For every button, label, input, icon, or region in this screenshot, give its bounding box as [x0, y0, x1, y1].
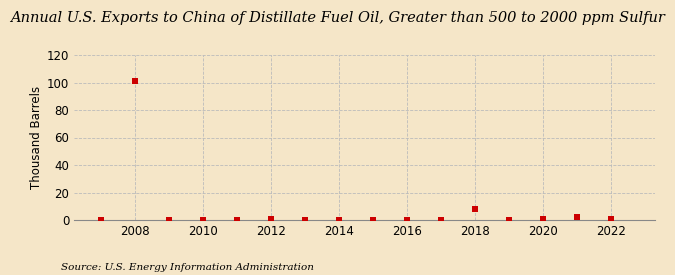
Point — [435, 218, 446, 222]
Point — [300, 218, 310, 222]
Text: Annual U.S. Exports to China of Distillate Fuel Oil, Greater than 500 to 2000 pp: Annual U.S. Exports to China of Distilla… — [10, 11, 665, 25]
Point — [266, 216, 277, 221]
Y-axis label: Thousand Barrels: Thousand Barrels — [30, 86, 43, 189]
Point — [469, 207, 480, 211]
Point — [504, 218, 514, 222]
Point — [605, 216, 616, 221]
Point — [164, 218, 175, 222]
Point — [96, 218, 107, 222]
Point — [368, 218, 379, 222]
Text: Source: U.S. Energy Information Administration: Source: U.S. Energy Information Administ… — [61, 263, 314, 272]
Point — [402, 218, 412, 222]
Point — [198, 218, 209, 222]
Point — [232, 218, 242, 222]
Point — [130, 79, 141, 83]
Point — [571, 215, 582, 219]
Point — [333, 218, 344, 222]
Point — [537, 216, 548, 221]
